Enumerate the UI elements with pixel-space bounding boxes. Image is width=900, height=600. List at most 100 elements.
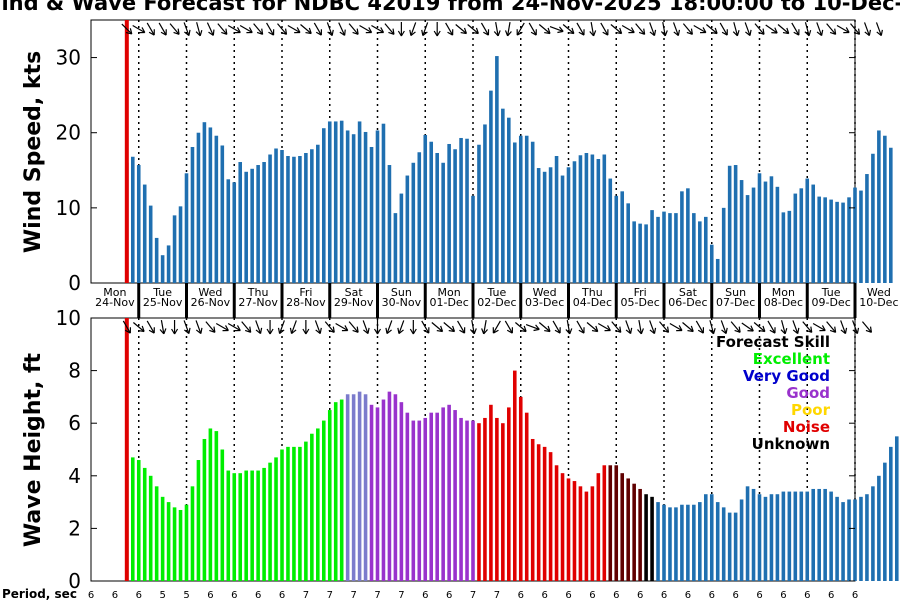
bar — [435, 153, 439, 283]
bar — [292, 446, 296, 581]
date-label: 01-Dec — [429, 296, 468, 309]
bar — [393, 213, 398, 283]
bar — [345, 394, 350, 581]
date-label: 03-Dec — [525, 296, 564, 309]
date-label: 10-Dec — [859, 296, 898, 309]
bar — [590, 154, 595, 283]
bar — [304, 441, 308, 581]
bar — [429, 141, 434, 283]
direction-arrow — [826, 23, 837, 35]
direction-arrow — [777, 24, 790, 35]
bar — [244, 470, 248, 581]
bar — [310, 149, 314, 283]
bar — [471, 195, 475, 283]
date-label: 24-Nov — [95, 296, 135, 309]
period-value: 6 — [709, 590, 715, 600]
bar — [501, 423, 505, 581]
bar — [871, 486, 875, 581]
bar — [256, 165, 260, 283]
bar — [202, 122, 207, 284]
bar — [894, 436, 899, 581]
chart-title: Wind & Wave Forecast for NDBC 42019 from… — [0, 0, 900, 15]
direction-arrow — [741, 322, 754, 332]
y-tick-label: 6 — [68, 411, 81, 435]
bar — [369, 404, 374, 581]
bar — [184, 504, 189, 581]
direction-arrow — [183, 320, 191, 335]
period-value: 6 — [780, 590, 786, 600]
bar — [530, 141, 535, 283]
bar — [847, 499, 851, 581]
bar — [715, 258, 720, 283]
bar — [614, 195, 619, 283]
direction-arrow — [314, 320, 322, 335]
period-value: 6 — [279, 590, 285, 600]
bar — [292, 156, 296, 283]
direction-arrow — [706, 24, 718, 35]
direction-arrow — [597, 322, 611, 332]
date-label: 27-Nov — [238, 296, 278, 309]
bar — [602, 465, 607, 581]
direction-arrow — [611, 321, 622, 333]
bar — [429, 412, 434, 581]
bar — [698, 502, 702, 581]
bar — [823, 488, 827, 581]
bar — [238, 473, 243, 581]
period-value: 6 — [422, 590, 428, 600]
bar — [369, 146, 374, 283]
direction-arrow — [693, 24, 707, 34]
bar — [614, 465, 619, 581]
bar — [859, 190, 863, 283]
bar — [536, 444, 541, 581]
bar — [715, 502, 720, 581]
direction-arrow — [576, 320, 585, 334]
y-tick-label: 0 — [68, 271, 81, 295]
period-value: 6 — [685, 590, 691, 600]
bar — [548, 452, 553, 581]
day-label: Wed — [867, 286, 891, 299]
bar — [692, 213, 696, 283]
bar — [465, 420, 469, 581]
period-value: 6 — [231, 590, 237, 600]
direction-arrow — [552, 320, 561, 334]
bar — [351, 134, 356, 283]
day-label: Sat — [679, 286, 698, 299]
direction-arrow — [493, 22, 501, 37]
bar — [453, 149, 457, 283]
direction-arrow — [217, 23, 228, 35]
bar — [393, 394, 398, 581]
direction-arrow — [397, 22, 405, 37]
bar — [698, 221, 702, 283]
direction-arrow — [443, 322, 456, 333]
bar — [238, 162, 243, 283]
bar — [232, 182, 237, 283]
bar — [512, 142, 517, 283]
direction-arrow — [467, 24, 479, 35]
bar — [357, 121, 362, 283]
bar — [871, 153, 875, 283]
bar — [333, 402, 338, 581]
direction-arrow — [253, 23, 264, 35]
direction-arrow — [183, 22, 191, 37]
bar — [662, 211, 666, 283]
bar — [501, 108, 505, 283]
direction-arrow — [313, 22, 323, 36]
bar — [190, 146, 195, 283]
bar — [686, 188, 690, 283]
direction-arrow — [852, 320, 860, 335]
bar — [483, 417, 487, 581]
day-label: Wed — [533, 286, 557, 299]
bar — [304, 153, 308, 283]
bar — [889, 147, 893, 283]
bar — [733, 512, 738, 581]
bar — [160, 255, 165, 283]
wind-day-separators — [138, 20, 856, 283]
bar — [656, 502, 660, 581]
bar — [375, 407, 380, 581]
period-label: Period, sec — [2, 587, 77, 600]
bar — [787, 491, 792, 581]
bar — [483, 124, 487, 283]
direction-arrow — [826, 321, 837, 333]
day-label: Tue — [821, 286, 841, 299]
bar — [817, 196, 821, 283]
